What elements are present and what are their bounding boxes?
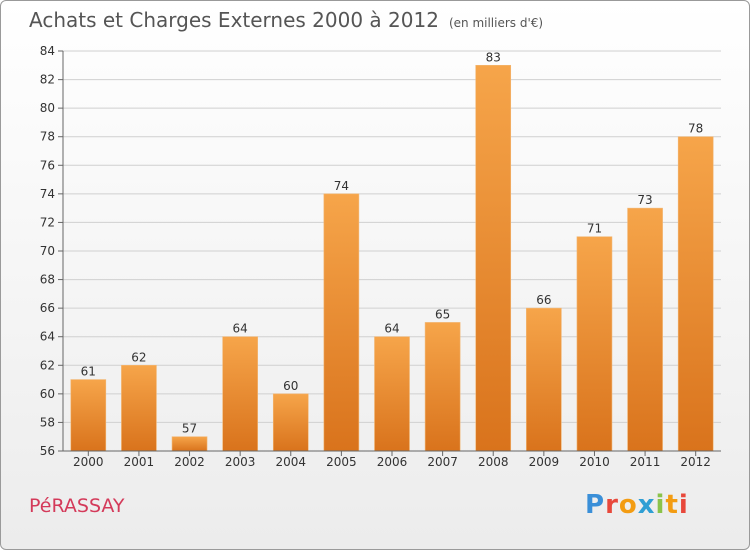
bar-2007 — [424, 322, 461, 452]
data-label: 57 — [182, 422, 197, 436]
logo-letter: t — [665, 490, 679, 520]
x-tick-label: 2001 — [124, 455, 155, 469]
bar-2012 — [677, 136, 714, 452]
bar-2002 — [171, 436, 208, 452]
x-tick-label: 2008 — [478, 455, 509, 469]
bars: 61 62 57 64 60 74 64 65 83 66 71 73 78 — [70, 50, 714, 452]
data-label: 61 — [81, 365, 96, 379]
logo-letter: r — [605, 490, 619, 520]
y-tick-label: 80 — [40, 101, 55, 115]
data-label: 73 — [637, 193, 652, 207]
logo-letter: i — [655, 490, 666, 520]
logo-letter: i — [678, 490, 689, 520]
y-tick-label: 64 — [40, 330, 55, 344]
data-label: 60 — [283, 379, 298, 393]
bar-2005 — [323, 193, 360, 452]
y-tick-label: 60 — [40, 387, 55, 401]
y-tick-label: 58 — [40, 415, 55, 429]
data-label: 66 — [536, 293, 551, 307]
y-tick-label: 76 — [40, 158, 55, 172]
commune-name: PéRASSAY — [29, 495, 125, 517]
logo-letter: x — [637, 490, 656, 520]
data-label: 64 — [384, 322, 399, 336]
y-tick-label: 74 — [40, 187, 55, 201]
title-text: Achats et Charges Externes 2000 à 2012 — [29, 8, 439, 32]
y-tick-label: 66 — [40, 301, 55, 315]
data-label: 83 — [486, 50, 501, 64]
x-tick-label: 2000 — [73, 455, 104, 469]
data-label: 64 — [233, 322, 248, 336]
y-tick-label: 70 — [40, 244, 55, 258]
bar-2000 — [70, 379, 107, 452]
y-tick-label: 62 — [40, 358, 55, 372]
x-tick-label: 2011 — [630, 455, 661, 469]
x-tick-label: 2006 — [377, 455, 408, 469]
bar-2004 — [272, 393, 309, 452]
x-tick-label: 2002 — [174, 455, 205, 469]
x-tick-label: 2003 — [225, 455, 256, 469]
y-tick-label: 56 — [40, 444, 55, 458]
y-tick-label: 82 — [40, 73, 55, 87]
bar-2010 — [576, 236, 613, 452]
chart-title: Achats et Charges Externes 2000 à 2012 (e… — [29, 8, 543, 32]
logo-letter: o — [618, 490, 638, 520]
x-tick-label: 2010 — [579, 455, 610, 469]
data-label: 74 — [334, 179, 349, 193]
data-label: 78 — [688, 122, 703, 136]
bar-2011 — [627, 207, 663, 452]
bar-2006 — [374, 336, 410, 452]
x-tick-label: 2004 — [275, 455, 306, 469]
y-tick-label: 68 — [40, 273, 55, 287]
x-tick-label: 2005 — [326, 455, 357, 469]
bar-2008 — [475, 64, 512, 452]
x-tick-label: 2012 — [680, 455, 711, 469]
bar-2001 — [121, 364, 157, 452]
data-label: 71 — [587, 222, 602, 236]
chart-subtitle: (en milliers d'€) — [448, 16, 544, 30]
y-tick-label: 72 — [40, 215, 55, 229]
x-tick-label: 2009 — [529, 455, 560, 469]
data-label: 62 — [131, 350, 146, 364]
y-tick-label: 78 — [40, 130, 55, 144]
x-tick-label: 2007 — [427, 455, 458, 469]
axes: 56 58 60 62 64 66 68 70 72 74 76 78 80 82 84 2000 2001 20… — [40, 44, 721, 469]
proxiti-logo: Proxiti — [585, 490, 689, 520]
bar-2003 — [222, 336, 258, 452]
y-tick-label: 84 — [40, 44, 55, 58]
bar-2009 — [526, 307, 562, 452]
data-label: 65 — [435, 307, 450, 321]
logo-letter: P — [585, 490, 606, 520]
